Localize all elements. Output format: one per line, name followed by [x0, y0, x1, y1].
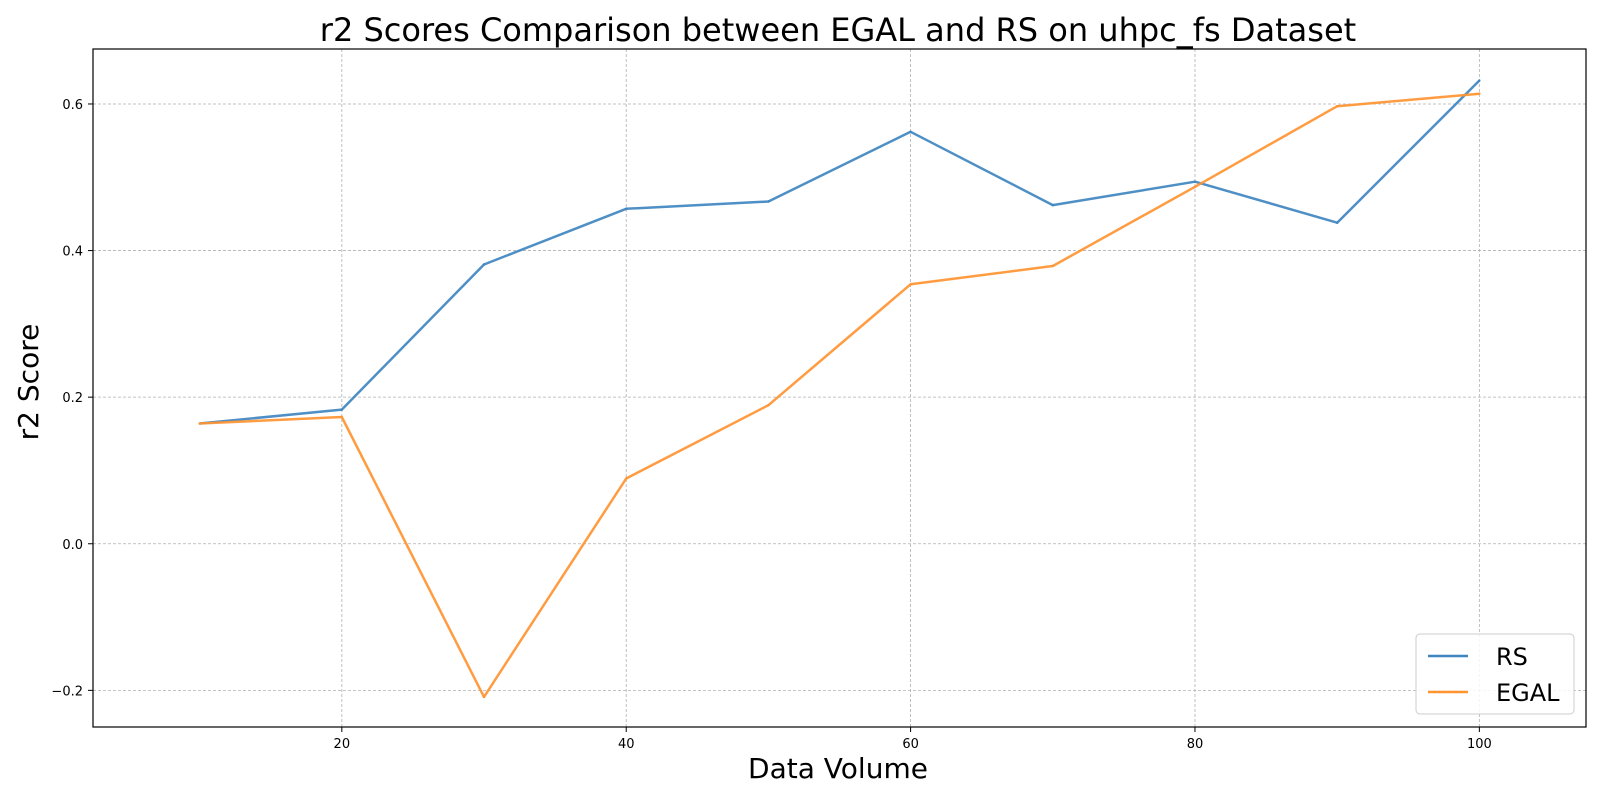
x-tick-label: 20 — [334, 737, 351, 752]
data-point-rs — [625, 207, 628, 210]
data-point-egal — [340, 415, 344, 419]
x-tick-label: 40 — [618, 737, 635, 752]
x-tick-label: 60 — [902, 737, 919, 752]
y-tick-label: −0.2 — [51, 684, 83, 699]
legend-label-egal: EGAL — [1496, 679, 1560, 707]
data-point-rs — [767, 200, 770, 203]
legend-box — [1415, 633, 1575, 715]
data-point-egal — [625, 477, 628, 480]
x-tick-label: 80 — [1187, 737, 1204, 752]
y-tick-label: 0.4 — [62, 245, 83, 260]
data-point-egal — [198, 422, 201, 425]
y-tick-label: 0.6 — [62, 98, 83, 113]
data-point-egal — [1051, 264, 1054, 268]
data-point-egal — [1193, 185, 1197, 188]
y-tick-label: 0.0 — [62, 538, 83, 553]
data-point-rs — [909, 130, 912, 134]
data-point-rs — [1193, 180, 1197, 183]
series-line-rs — [199, 79, 1481, 425]
data-point-rs — [340, 408, 344, 411]
y-axis: −0.2 0.0 0.2 0.4 0.6 — [51, 98, 93, 699]
data-point-egal — [482, 695, 486, 699]
legend-label-rs: RS — [1496, 643, 1528, 671]
data-point-egal — [909, 283, 912, 286]
data-point-egal — [1478, 92, 1481, 95]
legend: RS EGAL — [1415, 633, 1575, 715]
data-point-egal — [1335, 104, 1339, 108]
data-point-egal — [767, 404, 770, 407]
y-axis-label: r2 Score — [12, 324, 45, 441]
data-point-rs — [1335, 221, 1339, 224]
series-lines — [198, 79, 1481, 699]
series-line-egal — [199, 92, 1480, 699]
grid — [93, 49, 1586, 727]
chart-title: r2 Scores Comparison between EGAL and RS… — [320, 11, 1356, 49]
data-point-rs — [1478, 79, 1481, 82]
x-tick-label: 100 — [1467, 737, 1492, 752]
plot-area — [92, 48, 1587, 728]
data-point-rs — [1051, 203, 1054, 207]
x-axis: 20 40 60 80 100 — [334, 727, 1492, 752]
x-axis-label: Data Volume — [748, 752, 928, 785]
y-tick-label: 0.2 — [62, 391, 83, 406]
data-point-rs — [482, 263, 486, 266]
